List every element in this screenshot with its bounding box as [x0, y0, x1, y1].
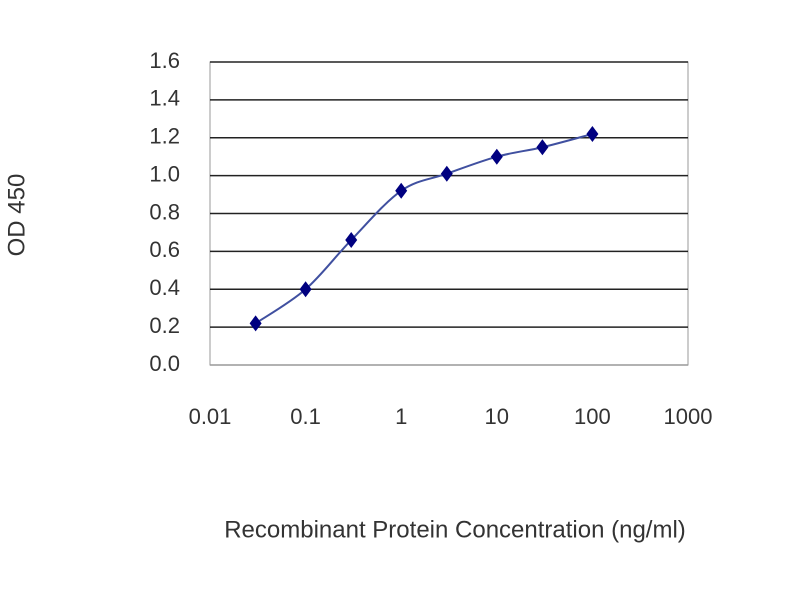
data-point: [395, 182, 408, 199]
y-tick-label: 1.2: [149, 124, 180, 149]
y-tick-label: 0.0: [149, 351, 180, 376]
y-axis-title: OD 450: [3, 174, 30, 257]
y-tick-label: 0.6: [149, 237, 180, 262]
x-tick-label: 100: [574, 404, 611, 429]
y-tick-label: 1.0: [149, 161, 180, 186]
x-tick-label: 0.01: [189, 404, 232, 429]
x-tick-label: 10: [485, 404, 509, 429]
x-axis-title: Recombinant Protein Concentration (ng/ml…: [224, 516, 686, 543]
data-point: [299, 281, 312, 298]
y-tick-label: 1.4: [149, 86, 180, 111]
data-point: [440, 165, 453, 182]
data-point: [249, 315, 262, 332]
x-tick-label: 1000: [664, 404, 713, 429]
data-point: [586, 125, 599, 142]
data-point: [490, 148, 503, 165]
x-tick-label: 1: [395, 404, 407, 429]
y-tick-label: 0.8: [149, 199, 180, 224]
x-tick-label: 0.1: [290, 404, 321, 429]
data-point: [536, 139, 549, 156]
y-tick-label: 0.2: [149, 313, 180, 338]
data-point: [345, 232, 358, 249]
y-tick-label: 0.4: [149, 275, 180, 300]
y-tick-label: 1.6: [149, 48, 180, 73]
data-line: [255, 132, 593, 325]
